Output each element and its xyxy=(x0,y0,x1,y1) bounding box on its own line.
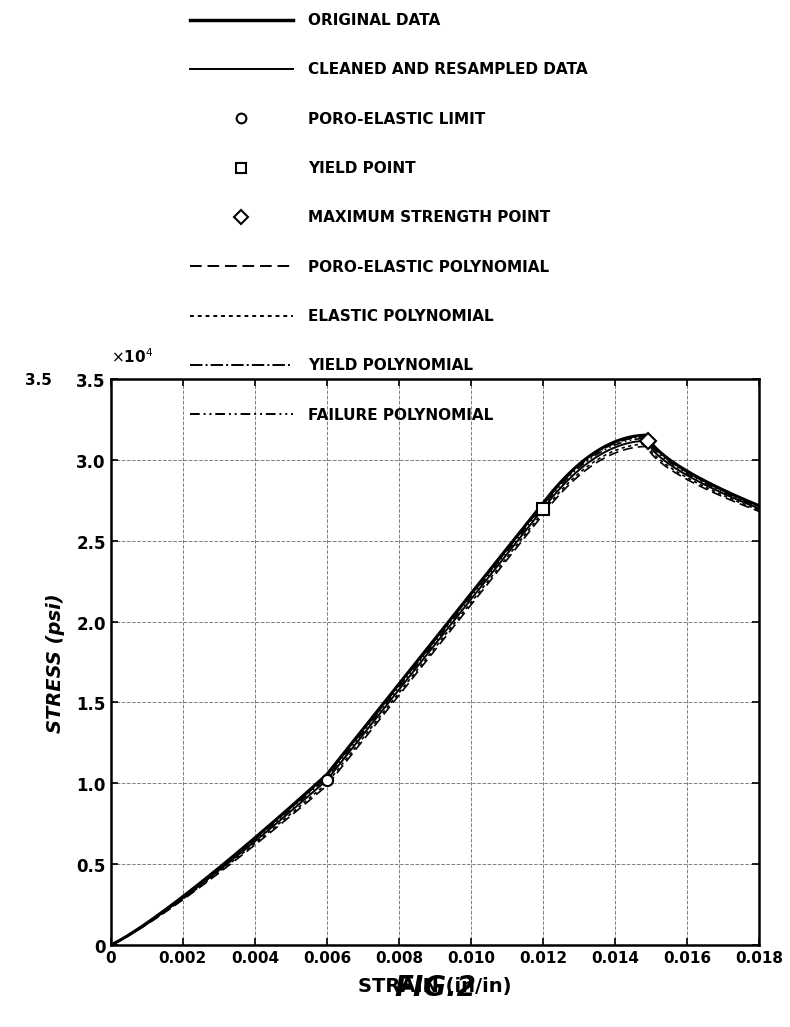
Text: PORO-ELASTIC LIMIT: PORO-ELASTIC LIMIT xyxy=(308,112,485,126)
Text: MAXIMUM STRENGTH POINT: MAXIMUM STRENGTH POINT xyxy=(308,211,550,225)
Text: YIELD POLYNOMIAL: YIELD POLYNOMIAL xyxy=(308,358,473,373)
Y-axis label: STRESS (psi): STRESS (psi) xyxy=(46,593,66,732)
Text: FIG.2: FIG.2 xyxy=(393,974,476,1001)
Text: PORO-ELASTIC POLYNOMIAL: PORO-ELASTIC POLYNOMIAL xyxy=(308,260,549,274)
Text: ORIGINAL DATA: ORIGINAL DATA xyxy=(308,13,440,28)
Text: ELASTIC POLYNOMIAL: ELASTIC POLYNOMIAL xyxy=(308,309,494,324)
X-axis label: STRAIN (in/in): STRAIN (in/in) xyxy=(358,976,511,995)
Text: FAILURE POLYNOMIAL: FAILURE POLYNOMIAL xyxy=(308,408,493,422)
Text: $\times$10$^4$: $\times$10$^4$ xyxy=(111,347,152,366)
Text: CLEANED AND RESAMPLED DATA: CLEANED AND RESAMPLED DATA xyxy=(308,63,588,77)
Text: 3.5: 3.5 xyxy=(25,373,52,387)
Text: YIELD POINT: YIELD POINT xyxy=(308,161,416,176)
